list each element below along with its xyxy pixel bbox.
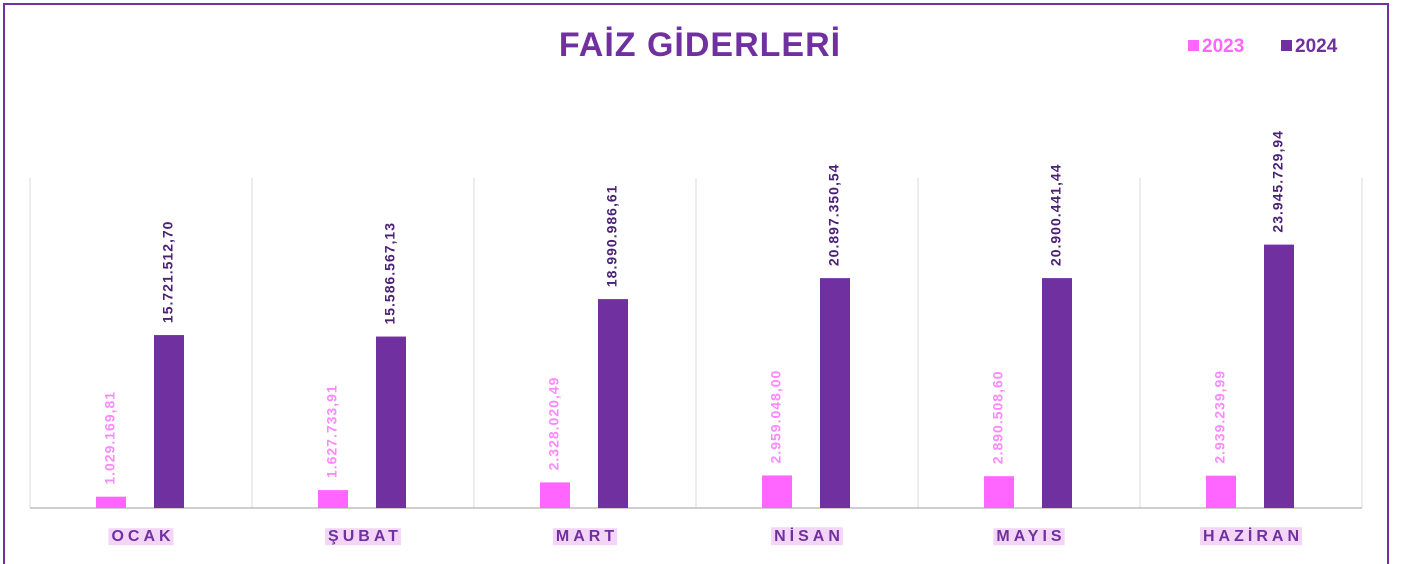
x-tick-label: MART <box>556 528 618 545</box>
value-label: 2.939.239,99 <box>1212 370 1228 464</box>
chart-title: FAİZ GİDERLERİ <box>559 26 841 64</box>
value-label: 1.029.169,81 <box>102 391 118 485</box>
x-tick-label: HAZİRAN <box>1203 527 1303 545</box>
bar <box>762 475 792 508</box>
bar <box>540 482 570 508</box>
x-tick-label-highlight <box>552 528 618 546</box>
value-label: 18.990.986,61 <box>604 185 620 288</box>
value-label: 20.900.441,44 <box>1048 164 1064 267</box>
chart-border <box>3 3 1389 564</box>
legend-swatch <box>1188 40 1199 51</box>
value-label: 1.627.733,91 <box>324 384 340 478</box>
x-tick-label-highlight <box>325 528 401 546</box>
x-tick-label-highlight <box>108 528 174 546</box>
x-tick-label-highlight <box>1200 527 1302 546</box>
x-tick-label: ŞUBAT <box>328 528 402 545</box>
x-tick-label: MAYIS <box>996 528 1065 545</box>
bar <box>1042 278 1072 508</box>
value-label: 15.721.512,70 <box>160 221 176 324</box>
bar <box>96 496 126 508</box>
x-tick-label-highlight <box>771 527 843 546</box>
x-tick-label: OCAK <box>111 528 174 545</box>
value-label: 2.890.508,60 <box>990 370 1006 464</box>
legend-label: 2024 <box>1295 36 1338 57</box>
bar <box>1264 244 1294 508</box>
bar <box>598 299 628 508</box>
bar <box>820 278 850 508</box>
x-tick-label-highlight <box>993 528 1065 546</box>
bar <box>984 476 1014 508</box>
bar <box>1206 475 1236 508</box>
value-label: 23.945.729,94 <box>1270 130 1286 233</box>
value-label: 20.897.350,54 <box>826 164 842 267</box>
bar <box>376 336 406 508</box>
legend-swatch <box>1281 40 1292 51</box>
legend-label: 2023 <box>1202 36 1244 57</box>
value-label: 2.959.048,00 <box>768 370 784 464</box>
value-label: 2.328.020,49 <box>546 377 562 471</box>
bar <box>154 335 184 508</box>
bar <box>318 490 348 508</box>
x-tick-label: NİSAN <box>774 527 844 545</box>
value-label: 15.586.567,13 <box>382 222 398 325</box>
